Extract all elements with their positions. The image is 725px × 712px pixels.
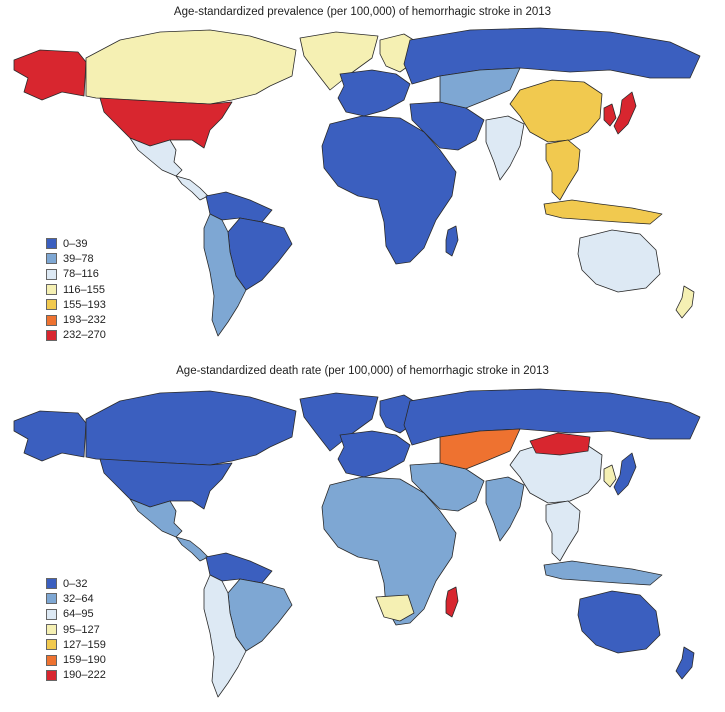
legend-label: 193–232 — [63, 314, 106, 327]
legend-swatch — [46, 268, 57, 280]
legend-row: 32–64 — [46, 591, 106, 606]
legend-swatch — [46, 299, 57, 311]
prevalence-legend: 0–39 39–78 78–116 116–155 155–193 193–23… — [46, 236, 106, 343]
region-mexico — [129, 137, 183, 177]
region-japan — [613, 91, 637, 135]
legend-swatch — [46, 669, 57, 681]
region-alaska — [13, 410, 87, 462]
region-usa — [99, 97, 233, 149]
region-alaska — [13, 49, 87, 101]
legend-label: 155–193 — [63, 298, 106, 311]
legend-label: 190–222 — [63, 669, 106, 682]
legend-swatch — [46, 314, 57, 326]
legend-label: 0–32 — [63, 577, 88, 590]
legend-label: 116–155 — [63, 283, 106, 296]
prevalence-map-title: Age-standardized prevalence (per 100,000… — [173, 6, 552, 18]
region-new-zealand — [675, 646, 695, 680]
region-south-america-south — [203, 574, 247, 698]
legend-label: 0–39 — [63, 237, 88, 250]
death-rate-world-map — [13, 388, 701, 698]
legend-row: 155–193 — [46, 297, 106, 312]
region-korea — [603, 464, 617, 488]
legend-swatch — [46, 639, 57, 651]
death-rate-legend: 0–32 32–64 64–95 95–127 127–159 159–190 … — [46, 576, 106, 683]
legend-swatch — [46, 593, 57, 605]
region-indonesia — [543, 199, 663, 225]
legend-swatch — [46, 284, 57, 296]
legend-row: 0–32 — [46, 576, 106, 591]
region-central-asia — [439, 428, 521, 470]
legend-row: 193–232 — [46, 312, 106, 327]
legend-label: 39–78 — [63, 252, 94, 265]
region-japan — [613, 452, 637, 496]
region-southeast-asia — [545, 500, 581, 562]
prevalence-map-panel: Age-standardized prevalence (per 100,000… — [0, 0, 725, 345]
region-central-asia — [439, 67, 521, 109]
region-india — [485, 115, 525, 181]
region-africa — [321, 115, 457, 265]
legend-swatch — [46, 253, 57, 265]
legend-row: 95–127 — [46, 622, 106, 637]
region-europe-west — [337, 430, 411, 478]
region-central-america — [175, 536, 209, 562]
region-australia — [577, 590, 661, 654]
region-indonesia — [543, 560, 663, 586]
death-rate-map-title: Age-standardized death rate (per 100,000… — [176, 365, 549, 377]
region-southern-africa-band — [375, 594, 415, 622]
region-korea — [603, 103, 617, 127]
legend-row: 116–155 — [46, 282, 106, 297]
legend-swatch — [46, 578, 57, 590]
legend-row: 190–222 — [46, 668, 106, 683]
legend-row: 127–159 — [46, 637, 106, 652]
legend-label: 232–270 — [63, 329, 106, 342]
region-canada — [85, 390, 297, 466]
region-madagascar — [445, 586, 459, 618]
region-australia — [577, 229, 661, 293]
legend-swatch — [46, 624, 57, 636]
legend-swatch — [46, 329, 57, 341]
region-usa — [99, 458, 233, 510]
legend-label: 95–127 — [63, 623, 100, 636]
region-new-zealand — [675, 285, 695, 319]
region-central-america — [175, 175, 209, 201]
legend-label: 78–116 — [63, 268, 99, 281]
region-africa — [321, 476, 457, 626]
death-rate-map-panel: Age-standardized death rate (per 100,000… — [0, 355, 725, 712]
region-china — [509, 79, 603, 143]
region-southeast-asia — [545, 139, 581, 201]
legend-row: 78–116 — [46, 267, 106, 282]
legend-row: 64–95 — [46, 607, 106, 622]
legend-swatch — [46, 654, 57, 666]
legend-swatch — [46, 608, 57, 620]
region-mexico — [129, 498, 183, 538]
legend-label: 32–64 — [63, 592, 94, 605]
region-europe-west — [337, 69, 411, 117]
legend-label: 127–159 — [63, 638, 106, 651]
legend-row: 0–39 — [46, 236, 106, 251]
legend-row: 39–78 — [46, 251, 106, 266]
region-canada — [85, 29, 297, 105]
legend-label: 64–95 — [63, 608, 94, 621]
legend-row: 159–190 — [46, 652, 106, 667]
prevalence-regions — [13, 27, 701, 337]
death-rate-regions — [13, 388, 701, 698]
legend-swatch — [46, 238, 57, 250]
prevalence-world-map — [13, 27, 701, 337]
legend-row: 232–270 — [46, 328, 106, 343]
region-madagascar — [445, 225, 459, 257]
legend-label: 159–190 — [63, 654, 106, 667]
region-south-america-south — [203, 213, 247, 337]
region-india — [485, 476, 525, 542]
region-mongolia — [529, 432, 591, 456]
